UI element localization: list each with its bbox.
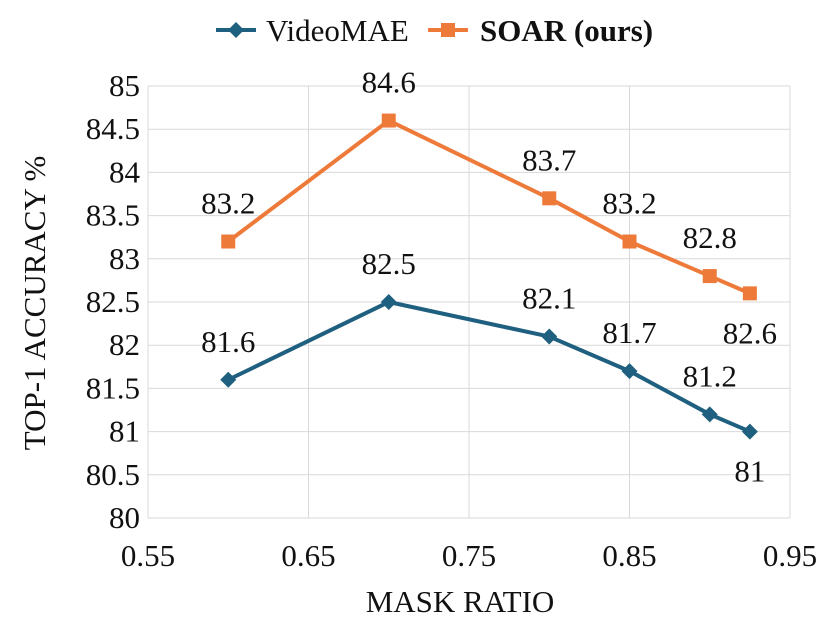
data-label: 82.1 xyxy=(522,281,576,316)
y-tick-label: 84 xyxy=(109,154,141,189)
data-label: 83.7 xyxy=(522,142,576,177)
data-label: 81 xyxy=(734,454,765,489)
x-tick-label: 0.75 xyxy=(442,538,496,573)
x-axis-ticks: 0.55 0.65 0.75 0.85 0.95 xyxy=(121,538,817,573)
series-line xyxy=(227,118,751,296)
data-point xyxy=(621,363,638,380)
y-tick-label: 85 xyxy=(109,68,140,103)
data-label: 81.2 xyxy=(683,358,737,393)
y-axis-title: TOP-1 ACCURACY % xyxy=(17,156,52,451)
data-label: 81.6 xyxy=(201,324,255,359)
data-label: 82.6 xyxy=(723,315,777,350)
data-point xyxy=(541,328,558,345)
data-label: 82.5 xyxy=(362,246,416,281)
x-tick-label: 0.55 xyxy=(121,538,175,573)
legend: VideoMAE SOAR (ours) xyxy=(216,13,653,48)
grid-lines xyxy=(147,85,791,519)
y-axis-ticks: 80 80.5 81 81.5 82 82.5 83 83.5 84 84.5 85 xyxy=(86,68,141,535)
y-tick-label: 82 xyxy=(109,327,140,362)
legend-label: VideoMAE xyxy=(266,13,409,48)
data-label: 83.2 xyxy=(602,186,656,221)
y-tick-label: 82.5 xyxy=(86,284,140,319)
data-point xyxy=(220,371,237,388)
data-point xyxy=(702,269,717,284)
y-tick-label: 81.5 xyxy=(86,370,140,405)
y-tick-label: 81 xyxy=(109,414,140,449)
x-tick-label: 0.85 xyxy=(602,538,656,573)
legend-square-marker xyxy=(441,23,455,37)
data-labels: 81.6 82.5 82.1 81.7 81.2 81 83.2 84.6 83.7 83.2 82… xyxy=(201,65,777,489)
series-line xyxy=(227,300,751,434)
data-point xyxy=(380,294,397,310)
legend-diamond-marker xyxy=(228,22,244,38)
data-point xyxy=(622,234,637,249)
data-point xyxy=(542,191,557,206)
legend-label: SOAR (ours) xyxy=(480,13,653,48)
x-tick-label: 0.65 xyxy=(281,538,335,573)
data-point xyxy=(701,406,718,423)
data-label: 81.7 xyxy=(602,315,656,350)
data-label: 83.2 xyxy=(201,186,255,221)
y-tick-label: 80.5 xyxy=(86,457,140,492)
x-tick-label: 0.95 xyxy=(763,538,817,573)
data-label: 82.8 xyxy=(683,220,737,255)
data-point xyxy=(742,286,757,301)
data-point xyxy=(741,423,758,440)
y-tick-label: 80 xyxy=(109,500,140,535)
y-tick-label: 84.5 xyxy=(86,111,140,146)
y-tick-label: 83.5 xyxy=(86,198,140,233)
y-tick-label: 83 xyxy=(109,241,140,276)
data-label: 84.6 xyxy=(362,65,416,100)
data-point xyxy=(221,234,236,249)
data-point xyxy=(381,113,396,128)
series-layer xyxy=(220,113,758,440)
x-axis-title: MASK RATIO xyxy=(366,584,555,619)
